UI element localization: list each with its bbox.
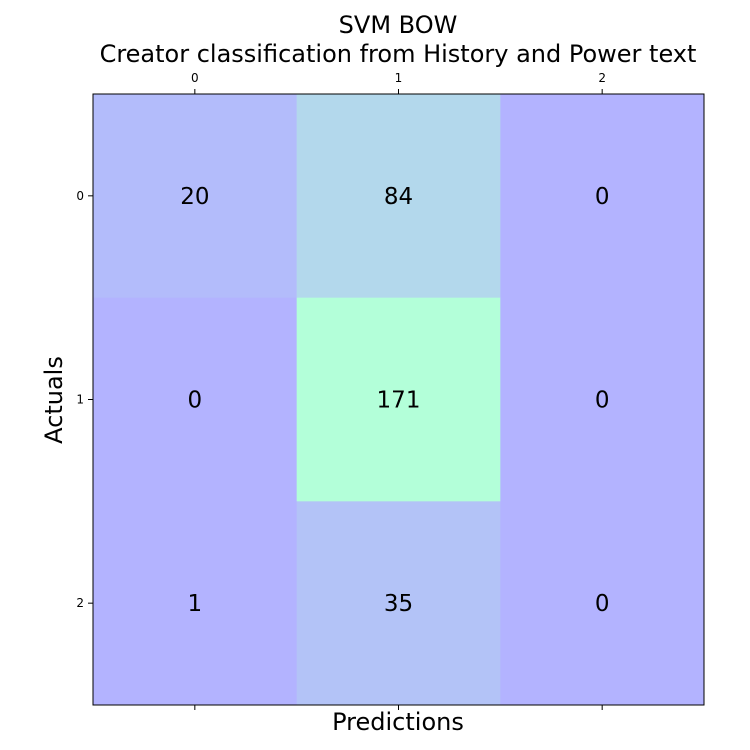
- cell-value-labels: 20 84 0 0 171 0 1 35 0: [180, 184, 609, 617]
- heatmap-cell-r0-c1: [296, 94, 501, 299]
- chart-subtitle: Creator classification from History and …: [100, 40, 697, 68]
- heatmap-cell-r1-c0: [93, 297, 298, 502]
- cell-value-r2-c1: 35: [384, 591, 413, 617]
- x-tick-label-1: 1: [395, 71, 403, 85]
- heatmap-cell-r2-c1: [296, 501, 501, 706]
- y-tick-label-2: 2: [76, 596, 84, 610]
- y-axis-label: Actuals: [40, 356, 68, 444]
- heatmap-cell-r2-c0: [93, 501, 298, 706]
- x-tick-label-2: 2: [598, 71, 606, 85]
- cell-value-r1-c0: 0: [188, 388, 203, 414]
- cell-value-r0-c0: 20: [180, 184, 209, 210]
- heatmap-cell-r0-c2: [500, 94, 705, 299]
- heatmap-cell-r1-c1: [296, 297, 501, 502]
- chart-title: SVM BOW: [339, 11, 458, 39]
- cell-value-r2-c2: 0: [595, 591, 610, 617]
- heatmap-cell-r0-c0: [93, 94, 298, 299]
- cell-value-r1-c1: 171: [377, 388, 421, 414]
- y-tick-label-0: 0: [76, 189, 84, 203]
- heatmap-cells: [93, 94, 705, 706]
- cell-value-r0-c1: 84: [384, 184, 413, 210]
- heatmap-cell-r1-c2: [500, 297, 705, 502]
- x-axis-label: Predictions: [332, 708, 464, 736]
- y-tick-label-1: 1: [76, 393, 84, 407]
- x-tick-label-0: 0: [191, 71, 199, 85]
- cell-value-r1-c2: 0: [595, 388, 610, 414]
- cell-value-r0-c2: 0: [595, 184, 610, 210]
- cell-value-r2-c0: 1: [188, 591, 203, 617]
- heatmap-cell-r2-c2: [500, 501, 705, 706]
